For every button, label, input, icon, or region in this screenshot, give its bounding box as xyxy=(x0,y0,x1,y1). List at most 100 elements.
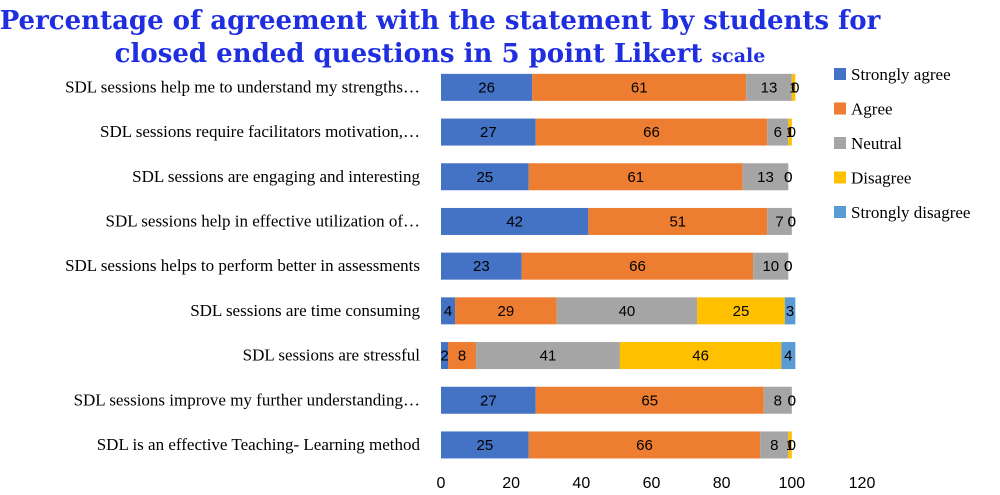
chart-title-line2-main: closed ended questions in 5 point Likert xyxy=(115,39,712,69)
data-label-0-4: 0 xyxy=(791,79,799,96)
data-label-5-1: 29 xyxy=(498,303,515,320)
category-label-7: SDL sessions improve my further understa… xyxy=(74,390,420,409)
legend-label-4: Strongly disagree xyxy=(851,203,970,222)
legend-swatch-0 xyxy=(834,68,846,80)
category-label-4: SDL sessions helps to perform better in … xyxy=(65,256,420,275)
bar-segment-2-0 xyxy=(441,163,529,191)
bar-segment-6-0 xyxy=(441,342,449,370)
data-label-0-0: 26 xyxy=(478,79,495,96)
data-label-3-4: 0 xyxy=(788,213,796,230)
data-label-6-1: 8 xyxy=(458,348,466,365)
chart-title-line2-tail: scale xyxy=(711,45,765,67)
data-label-4-4: 0 xyxy=(784,258,792,275)
data-label-7-0: 27 xyxy=(480,392,497,409)
legend-label-1: Agree xyxy=(851,100,893,119)
x-tick-label-5: 100 xyxy=(778,475,805,492)
data-label-5-0: 4 xyxy=(444,303,452,320)
data-label-1-0: 27 xyxy=(480,124,497,141)
category-label-3: SDL sessions help in effective utilizati… xyxy=(106,211,420,230)
data-label-2-2: 13 xyxy=(757,169,774,186)
legend-swatch-1 xyxy=(834,102,846,115)
data-label-1-1: 66 xyxy=(643,124,660,141)
bar-segment-3-0 xyxy=(441,207,589,235)
bar-segment-5-4 xyxy=(784,297,796,325)
legend-label-2: Neutral xyxy=(851,134,902,153)
data-label-7-2: 8 xyxy=(774,392,782,409)
x-tick-label-4: 80 xyxy=(713,475,731,492)
bar-segment-4-1 xyxy=(521,252,754,280)
data-label-6-0: 2 xyxy=(440,348,448,365)
category-label-2: SDL sessions are engaging and interestin… xyxy=(132,167,420,186)
data-label-3-2: 7 xyxy=(775,213,783,230)
category-label-5: SDL sessions are time consuming xyxy=(190,301,420,320)
x-tick-label-3: 60 xyxy=(643,475,661,492)
legend-swatch-3 xyxy=(834,171,846,184)
bar-segment-6-4 xyxy=(781,342,796,370)
bar-segment-2-1 xyxy=(528,163,743,191)
data-label-4-1: 66 xyxy=(629,258,646,275)
bar-segment-6-2 xyxy=(476,342,620,370)
bar-segment-3-1 xyxy=(588,207,768,235)
legend-swatch-4 xyxy=(834,206,846,218)
bar-segment-8-3 xyxy=(788,431,792,459)
data-label-5-4: 3 xyxy=(786,303,794,320)
bar-segment-7-2 xyxy=(763,386,792,414)
legend-label-0: Strongly agree xyxy=(851,65,951,84)
legend-label-3: Disagree xyxy=(851,169,911,188)
bar-segment-1-0 xyxy=(441,118,536,146)
category-label-6: SDL sessions are stressful xyxy=(243,346,421,365)
bar-segment-1-1 xyxy=(535,118,768,146)
bar-segment-8-1 xyxy=(528,431,761,459)
data-label-3-0: 42 xyxy=(506,213,523,230)
data-label-4-3: 0 xyxy=(784,258,792,275)
data-label-2-4: 0 xyxy=(784,169,792,186)
bar-segment-4-0 xyxy=(441,252,522,280)
data-label-1-2: 6 xyxy=(774,124,782,141)
bar-segment-5-2 xyxy=(556,297,698,325)
data-label-1-3: 1 xyxy=(786,124,794,141)
data-label-5-2: 40 xyxy=(619,303,636,320)
bar-segment-0-3 xyxy=(791,73,796,101)
bar-segment-5-1 xyxy=(455,297,557,325)
bar-segment-7-1 xyxy=(535,386,764,414)
data-label-2-1: 61 xyxy=(627,169,644,186)
data-label-6-3: 46 xyxy=(692,348,709,365)
x-tick-label-2: 40 xyxy=(572,475,590,492)
data-label-6-2: 41 xyxy=(540,348,557,365)
data-label-6-4: 4 xyxy=(784,348,792,365)
chart-title-line1: Percentage of agreement with the stateme… xyxy=(0,6,881,36)
data-label-0-3: 1 xyxy=(789,79,797,96)
bar-segment-0-1 xyxy=(532,73,747,101)
data-label-5-3: 25 xyxy=(733,303,750,320)
data-label-4-0: 23 xyxy=(473,258,490,275)
x-tick-label-6: 120 xyxy=(849,475,876,492)
data-label-8-4: 0 xyxy=(788,437,796,454)
bar-segment-4-2 xyxy=(753,252,789,280)
data-label-4-2: 10 xyxy=(762,258,779,275)
data-label-8-2: 8 xyxy=(770,437,778,454)
bar-segment-8-2 xyxy=(760,431,789,459)
bar-segment-6-3 xyxy=(619,342,782,370)
data-label-2-0: 25 xyxy=(477,169,494,186)
data-label-7-1: 65 xyxy=(641,392,658,409)
data-label-7-3: 0 xyxy=(788,392,796,409)
category-label-0: SDL sessions help me to understand my st… xyxy=(65,77,420,96)
chart-title-line2: closed ended questions in 5 point Likert… xyxy=(115,39,766,69)
bar-segment-1-3 xyxy=(788,118,792,146)
data-label-8-1: 66 xyxy=(636,437,653,454)
data-label-2-3: 0 xyxy=(784,169,792,186)
x-tick-label-0: 0 xyxy=(437,475,446,492)
x-axis: 0 20 40 60 80 100 120 xyxy=(437,475,876,492)
data-label-0-1: 61 xyxy=(631,79,648,96)
x-tick-label-1: 20 xyxy=(502,475,520,492)
bar-segment-8-0 xyxy=(441,431,529,459)
data-label-8-3: 1 xyxy=(786,437,794,454)
bar-segment-0-0 xyxy=(441,73,533,101)
bar-segment-7-0 xyxy=(441,386,536,414)
legend: Strongly agree Agree Neutral Disagree Strong… xyxy=(834,65,970,222)
bar-segment-5-3 xyxy=(697,297,785,325)
data-label-3-3: 0 xyxy=(788,213,796,230)
category-label-8: SDL is an effective Teaching- Learning m… xyxy=(97,435,421,454)
data-label-7-4: 0 xyxy=(788,392,796,409)
